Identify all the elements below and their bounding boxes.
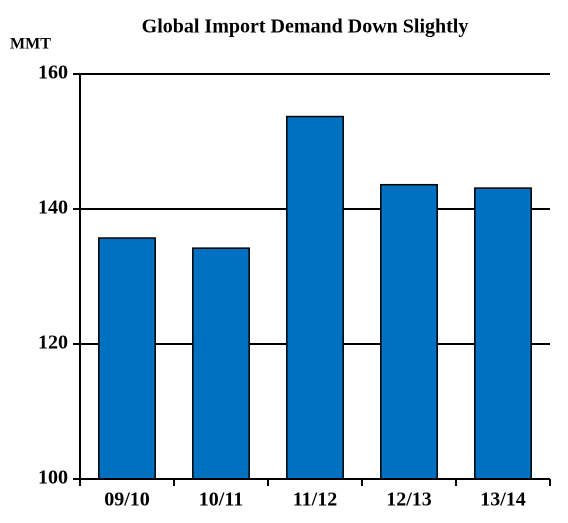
y-tick-label: 100 (38, 467, 68, 489)
bar (474, 187, 532, 480)
y-axis-label: MMT (10, 36, 51, 53)
y-tick-label: 160 (38, 62, 68, 84)
y-tick-label: 140 (38, 197, 68, 219)
x-tick-label: 12/13 (386, 489, 432, 511)
bar (192, 247, 250, 480)
y-tick-label: 120 (38, 332, 68, 354)
bar (286, 115, 344, 480)
bar (380, 183, 438, 480)
x-tick-label: 10/11 (199, 489, 243, 511)
bar (98, 237, 156, 480)
x-tick-label: 09/10 (104, 489, 150, 511)
chart-title: Global Import Demand Down Slightly (142, 16, 469, 38)
x-tick-label: 11/12 (293, 489, 337, 511)
x-tick-label: 13/14 (480, 489, 526, 511)
